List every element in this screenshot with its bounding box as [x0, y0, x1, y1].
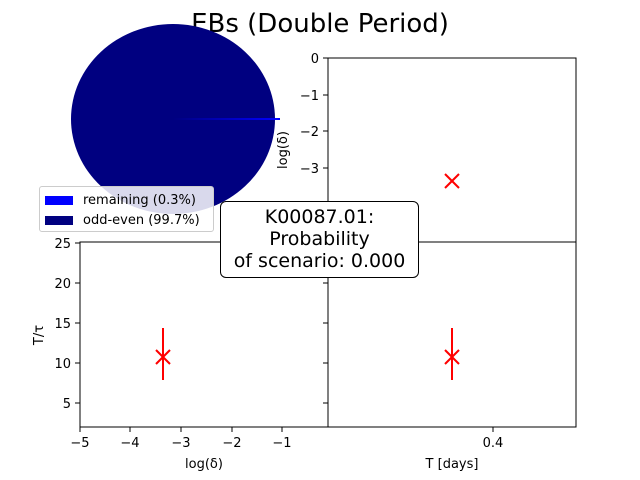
legend-swatch [45, 195, 73, 205]
panel-top-right-yticks: 0 −1 −2 −3 [300, 52, 328, 177]
data-point [155, 328, 171, 380]
panel-bottom-left-yticks: 5 10 15 20 25 [54, 237, 80, 412]
tick-label-x: −2 [222, 436, 241, 451]
legend-label: odd-even (99.7%) [83, 212, 200, 228]
pie-slice-remaining [173, 118, 280, 120]
tick-label-x: −1 [272, 436, 291, 451]
tick-label-x: −3 [171, 436, 190, 451]
tick-label-x: 0.4 [483, 436, 504, 451]
tick-label-y: 10 [54, 357, 71, 372]
chart-legend: remaining (0.3%) odd-even (99.7%) [39, 186, 214, 232]
panel-bottom-left: 5 10 15 20 25 −5 −4 −3 −2 −1 log(δ) T/τ [32, 237, 329, 472]
panel-top-right: 0 −1 −2 −3 log(δ) [276, 52, 577, 243]
panel-bottom-right-xlabel: T [days] [425, 457, 479, 472]
legend-item-remaining: remaining (0.3%) [45, 192, 196, 208]
panel-bottom-left-xlabel: log(δ) [185, 457, 223, 472]
legend-swatch [45, 215, 73, 225]
data-point [444, 328, 460, 380]
tick-label-x: −5 [70, 436, 89, 451]
panel-bottom-left-xticks: −5 −4 −3 −2 −1 [70, 427, 292, 451]
tick-label-y: 25 [54, 237, 71, 252]
legend-item-odd-even: odd-even (99.7%) [45, 212, 200, 228]
tick-label-y: 5 [63, 397, 71, 412]
legend-label: remaining (0.3%) [83, 192, 196, 208]
probability-annotation: K00087.01: Probability of scenario: 0.00… [220, 201, 419, 278]
data-point [444, 173, 460, 189]
panel-bottom-right-yticks [323, 282, 328, 404]
pie-chart [71, 24, 280, 214]
tick-label-y: 15 [54, 317, 71, 332]
tick-label-y: 0 [311, 52, 319, 67]
tick-label-y: −1 [300, 89, 319, 104]
panel-bottom-left-ylabel: T/τ [32, 325, 47, 346]
tick-label-y: −3 [300, 162, 319, 177]
panel-bottom-right: 0.4 T [days] [323, 241, 577, 472]
tick-label-y: 20 [54, 277, 71, 292]
annotation-line: K00087.01: [264, 206, 375, 228]
figure-title: EBs (Double Period) [191, 9, 449, 39]
panel-bottom-right-frame [327, 241, 577, 428]
annotation-line: of scenario: 0.000 [233, 250, 406, 272]
panel-top-right-ylabel: log(δ) [276, 131, 291, 169]
tick-label-x: −4 [120, 436, 139, 451]
annotation-line: Probability [269, 228, 370, 250]
tick-label-y: −2 [300, 125, 319, 140]
